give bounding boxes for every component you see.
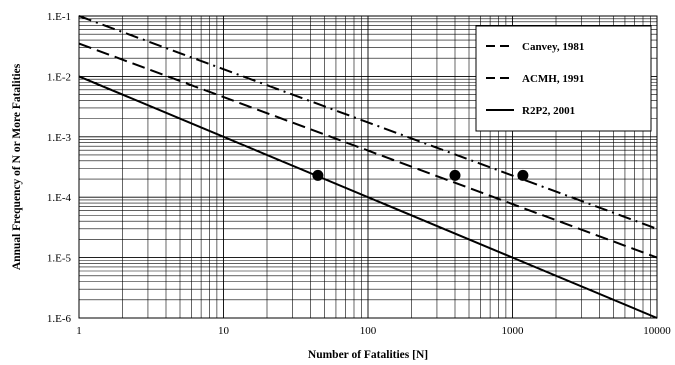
y-tick-label: 1.E-1 <box>47 11 71 23</box>
data-markers <box>312 169 529 181</box>
tick-labels: 1 10 100 1000 10000 1.E-6 1.E-5 1.E-4 1.E-3 1.E-2… <box>47 11 671 337</box>
legend: Canvey, 1981 ACMH, 1991 R2P2, 2001 <box>475 25 652 132</box>
series-line-0 <box>78 15 658 230</box>
plot-grid <box>78 16 657 319</box>
series-lines <box>78 15 658 319</box>
y-tick-label: 1.E-2 <box>47 71 71 83</box>
plot-area-frame <box>78 15 658 319</box>
legend-label-1: ACMH, 1991 <box>522 73 584 85</box>
x-axis-title: Number of Fatalities [N] <box>308 349 428 361</box>
data-point-marker <box>449 169 461 181</box>
y-tick-label: 1.E-6 <box>47 313 72 325</box>
x-tick-label: 1000 <box>502 325 525 337</box>
y-tick-label: 1.E-5 <box>47 253 72 265</box>
x-tick-label: 10000 <box>643 325 671 337</box>
data-point-marker <box>312 169 324 181</box>
x-tick-label: 10 <box>218 325 230 337</box>
data-point-marker <box>517 169 529 181</box>
y-tick-label: 1.E-3 <box>47 132 72 144</box>
legend-label-0: Canvey, 1981 <box>522 41 584 53</box>
x-tick-label: 1 <box>76 325 82 337</box>
series-line-2 <box>78 75 658 319</box>
x-tick-label: 100 <box>360 325 377 337</box>
series-line-1 <box>78 42 658 259</box>
y-axis-title: Annual Frequency of N or More Fatalities <box>11 63 23 270</box>
y-tick-label: 1.E-4 <box>47 192 72 204</box>
legend-label-2: R2P2, 2001 <box>522 105 575 117</box>
